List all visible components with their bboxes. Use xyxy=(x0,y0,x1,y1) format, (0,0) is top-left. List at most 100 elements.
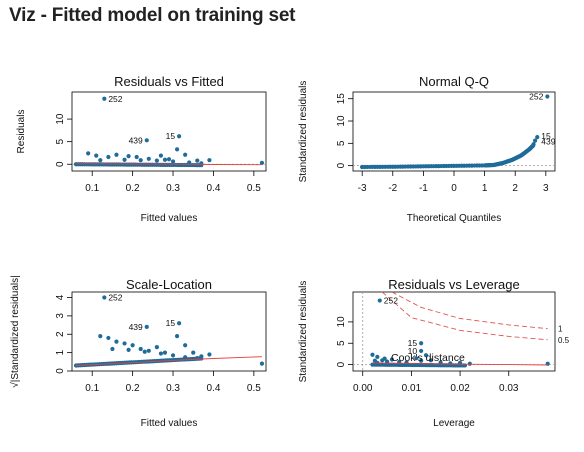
x-tick-label: -2 xyxy=(388,183,397,194)
y-tick-label: 0 xyxy=(336,162,347,168)
plot-frame xyxy=(71,291,267,372)
data-point xyxy=(126,347,131,352)
y-tick-label: 4 xyxy=(55,294,66,300)
y-tick-label: 5 xyxy=(336,340,347,346)
cooks-distance-curve xyxy=(381,292,548,341)
smooth-line xyxy=(372,362,548,366)
data-point xyxy=(384,359,390,364)
data-point xyxy=(191,350,196,355)
point-label: 252 xyxy=(384,296,398,306)
chart-title: Residuals vs Fitted xyxy=(114,74,224,89)
data-point xyxy=(259,160,265,165)
point-label: 439 xyxy=(541,137,555,147)
x-tick-label: 0.01 xyxy=(402,383,422,394)
smooth-line xyxy=(75,356,263,366)
smooth-line xyxy=(75,163,263,166)
data-point xyxy=(419,358,424,363)
plot-area xyxy=(353,94,555,170)
data-point xyxy=(535,134,540,140)
scale-location-panel: Scale-Location 0.1 0.2 0.3 0.4 0.5 0 1 2 3 4 Fitted… xyxy=(9,275,267,429)
data-point xyxy=(467,361,472,366)
data-point xyxy=(102,96,107,101)
plot-frame xyxy=(71,91,267,172)
x-tick-label: 0.03 xyxy=(499,383,519,394)
data-point xyxy=(146,348,151,353)
data-point xyxy=(183,355,188,360)
data-point xyxy=(174,147,180,152)
data-point xyxy=(126,154,131,159)
y-tick-label: 5 xyxy=(55,138,66,144)
data-point xyxy=(170,159,176,164)
x-tick-label: -3 xyxy=(358,183,367,194)
plot-frame xyxy=(352,91,556,172)
data-point xyxy=(110,346,115,352)
cooks-distance-curve xyxy=(391,292,548,330)
y-axis-label: √|Standardized residuals| xyxy=(9,275,21,387)
cooks-distance-legend: Cook's distance xyxy=(391,352,465,364)
x-axis-label: Fitted values xyxy=(141,418,198,429)
x-tick-label: 0 xyxy=(451,183,457,194)
plot-area xyxy=(73,295,265,368)
y-tick-label: 0 xyxy=(55,368,66,374)
x-tick-label: 0.4 xyxy=(207,383,221,394)
y-tick-label: 10 xyxy=(336,316,347,328)
data-point xyxy=(142,349,147,354)
data-point xyxy=(199,354,204,359)
data-point xyxy=(177,321,182,326)
point-label: 15 xyxy=(166,318,176,328)
y-tick-label: 10 xyxy=(55,113,66,125)
data-point xyxy=(122,341,127,346)
plot-frame xyxy=(352,291,556,372)
x-tick-label: 0.1 xyxy=(85,183,99,194)
x-tick-label: 0.00 xyxy=(353,383,373,394)
data-point xyxy=(183,152,188,157)
data-point xyxy=(106,154,111,160)
data-point xyxy=(154,158,159,163)
data-point xyxy=(375,354,380,360)
data-point xyxy=(166,157,172,162)
y-tick-label: 5 xyxy=(336,140,347,146)
data-point xyxy=(423,353,429,358)
data-point xyxy=(438,360,443,365)
plot-area xyxy=(72,96,266,168)
data-point xyxy=(174,333,180,339)
x-tick-label: 0.2 xyxy=(126,383,140,394)
y-axis-label: Standardized residuals xyxy=(298,281,309,383)
point-label: 439 xyxy=(129,322,143,332)
point-label: 15 xyxy=(541,131,551,141)
data-point xyxy=(158,351,164,356)
cooks-curve-label: 1 xyxy=(558,325,563,334)
y-axis-label: Standardized residuals xyxy=(298,81,309,183)
x-tick-label: 0.4 xyxy=(207,183,221,194)
data-point xyxy=(170,353,176,358)
data-point xyxy=(183,343,188,348)
data-point xyxy=(158,153,164,158)
data-point xyxy=(154,345,159,350)
data-point xyxy=(144,324,149,330)
y-tick-label: 15 xyxy=(336,93,347,105)
point-label: 252 xyxy=(108,293,122,303)
point-label: 10 xyxy=(408,346,418,356)
x-axis-label: Theoretical Quantiles xyxy=(407,213,502,224)
y-tick-label: 0 xyxy=(55,161,66,167)
point-label: 252 xyxy=(108,94,122,104)
data-point xyxy=(114,339,119,344)
data-point xyxy=(130,343,135,348)
data-point xyxy=(545,94,550,99)
data-point xyxy=(144,138,149,143)
data-point xyxy=(419,348,424,354)
page-title: Viz - Fitted model on training set xyxy=(9,5,296,26)
x-tick-label: 1 xyxy=(482,183,488,194)
data-point xyxy=(177,134,182,139)
x-tick-label: 0.5 xyxy=(247,383,261,394)
data-point xyxy=(134,154,139,160)
point-label: 15 xyxy=(166,131,176,141)
data-point xyxy=(94,153,99,158)
data-point xyxy=(428,358,433,363)
data-point xyxy=(370,352,375,357)
normal-qq-panel: Normal Q-Q -3 -2 -1 0 1 2 3 0 5 10 15 Theoretical Qu… xyxy=(298,74,556,224)
data-point xyxy=(122,157,127,162)
data-point xyxy=(114,152,119,157)
x-tick-label: 0.3 xyxy=(166,183,180,194)
chart-title: Residuals vs Leverage xyxy=(388,277,520,292)
